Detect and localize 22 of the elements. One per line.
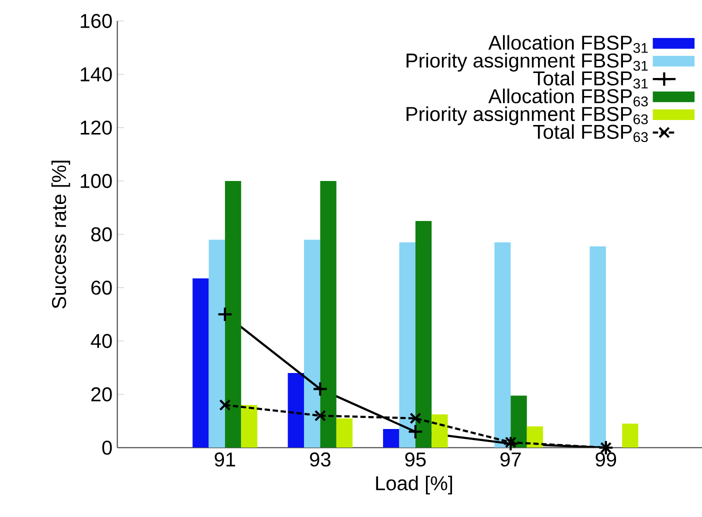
y-tick-label: 80 xyxy=(91,227,112,242)
legend-label: Total FBSP$_{63}$ xyxy=(533,124,648,142)
x-axis-title: Load [%] xyxy=(376,476,452,494)
legend-label: Allocation FBSP$_{31}$ xyxy=(488,35,648,53)
y-axis-title: Success rate [%] xyxy=(51,160,70,308)
x-tick-label: 95 xyxy=(405,452,426,467)
y-tick-label: 160 xyxy=(80,14,112,28)
y-tick-label: 120 xyxy=(80,120,112,135)
y-tick-label: 60 xyxy=(91,280,112,295)
x-tick-label: 93 xyxy=(310,452,330,467)
y-tick-label: 0 xyxy=(102,440,112,455)
legend-label: Allocation FBSP$_{63}$ xyxy=(488,88,648,106)
x-tick-label: 97 xyxy=(500,452,521,467)
x-tick-label: 91 xyxy=(214,452,236,467)
y-tick-label: 40 xyxy=(90,334,112,348)
legend-label: Priority assignment FBSP$_{31}$ xyxy=(406,52,648,72)
y-tick-label: 140 xyxy=(80,67,112,82)
y-tick-label: 100 xyxy=(80,174,112,188)
legend-label: Priority assignment FBSP$_{63}$ xyxy=(406,106,648,126)
x-tick-label: 99 xyxy=(596,452,616,467)
y-tick-label: 20 xyxy=(91,387,112,402)
legend-label: Total FBSP$_{31}$ xyxy=(533,70,648,89)
